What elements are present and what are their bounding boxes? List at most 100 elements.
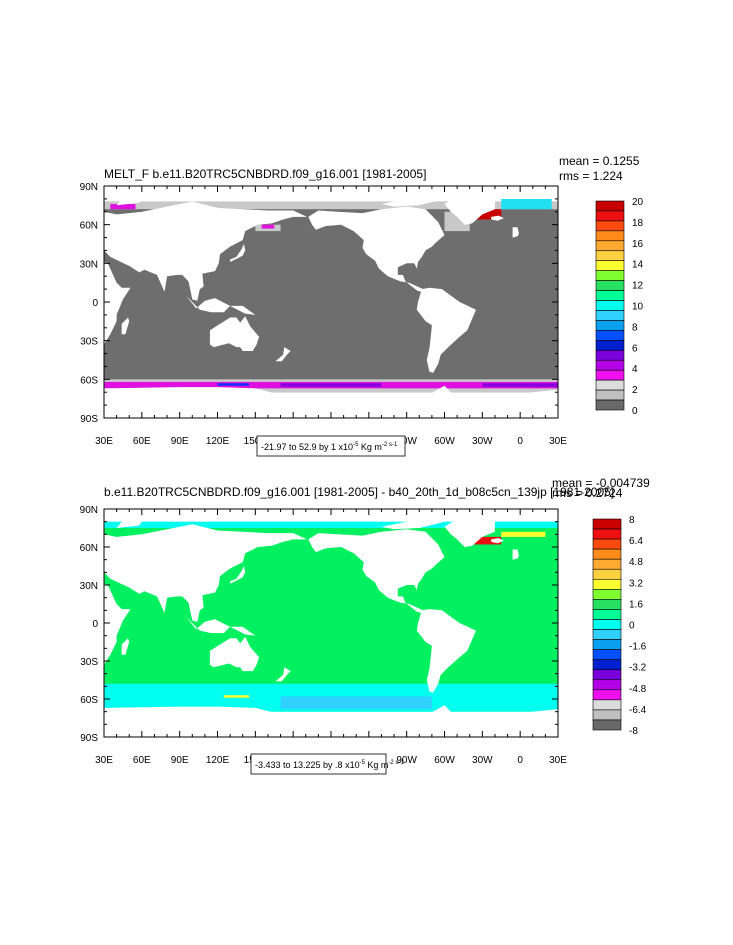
land-svalbard (116, 197, 142, 206)
colorbar-label: 4 (632, 364, 638, 375)
southern-positive (223, 695, 250, 698)
land-uk (512, 549, 519, 560)
colorbar-box (595, 349, 625, 361)
colorbar-box (592, 629, 622, 640)
x-tick-label: 90E (171, 436, 189, 447)
colorbar-box (595, 300, 625, 311)
colorbar-box (592, 538, 622, 550)
y-tick-label: 90S (80, 414, 98, 425)
colorbar-box (595, 379, 625, 391)
colorbar-label: 6.4 (629, 536, 643, 547)
x-tick-label: 0 (517, 436, 523, 447)
land-iceland (491, 538, 504, 544)
greenland-positive (469, 536, 502, 545)
colorbar-box (595, 260, 625, 271)
colorbar-box (592, 709, 622, 721)
land-australia (209, 636, 260, 672)
colorbar-box (592, 669, 622, 681)
contour-info-box (250, 753, 387, 775)
colorbar-box (592, 609, 622, 620)
land-antarctica (104, 705, 558, 737)
x-tick-label: 90E (171, 755, 189, 766)
colorbar-box (595, 280, 625, 291)
colorbar-box (595, 270, 625, 281)
colorbar-label: 12 (632, 281, 644, 292)
colorbar-label: -4.8 (629, 684, 647, 695)
land-iceland (491, 215, 504, 221)
colorbar-box (592, 719, 622, 731)
land-nz (275, 667, 291, 682)
colorbar-box (595, 200, 625, 212)
land-madagascar (121, 317, 130, 335)
colorbar-label: -1.6 (629, 642, 647, 653)
y-tick-label: 30N (80, 259, 98, 270)
y-tick-label: 0 (92, 619, 98, 630)
x-tick-label: 90W (396, 755, 417, 766)
x-tick-label: 60E (133, 755, 151, 766)
x-tick-label: 30W (472, 436, 493, 447)
colorbar-box (592, 548, 622, 560)
y-tick-label: 90S (80, 733, 98, 744)
stat-1: rms = 1.224 (559, 169, 623, 183)
arctic-ice (104, 201, 558, 210)
colorbar-box (592, 528, 622, 540)
land-australia (209, 316, 260, 351)
colorbar-label: 18 (632, 218, 644, 229)
colorbar-box (592, 599, 622, 610)
colorbar-box (595, 240, 625, 252)
panel-difference: 90N60N30N030S60S90S30E60E90E120E150E1801… (80, 476, 650, 775)
colorbar-box (592, 659, 622, 671)
colorbar-box (595, 389, 625, 401)
stat-0: mean = -0.004739 (552, 476, 650, 490)
land-northAm (308, 529, 445, 613)
colorbar-label: -6.4 (629, 705, 647, 716)
land-japan (230, 566, 246, 584)
y-tick-label: 60S (80, 695, 98, 706)
colorbar-box (595, 399, 625, 411)
colorbar-box (595, 220, 625, 232)
colorbar-box (595, 230, 625, 242)
y-tick-label: 0 (92, 298, 98, 309)
okhotsk-melt (261, 224, 275, 229)
melt-band-strong (280, 383, 382, 388)
y-tick-label: 60S (80, 375, 98, 386)
land-africa (104, 583, 131, 665)
barents-melt (110, 204, 136, 210)
land-nz (275, 347, 291, 362)
colorbar-label: 4.8 (629, 557, 643, 568)
map-area (104, 509, 558, 737)
colorbar-label: 14 (632, 260, 644, 271)
colorbar-box (595, 310, 625, 321)
colorbar-box (595, 320, 625, 331)
y-tick-label: 60N (80, 543, 98, 554)
x-tick-label: 30E (549, 436, 567, 447)
land-northAm (308, 206, 445, 292)
panel-melt-f: 90N 60N 30N 0 30S 60S 90S 30E 60E 90E 120E 150E 18 0 1… (80, 154, 644, 457)
y-tick-label: 90N (80, 182, 98, 193)
colorbar-label: 0 (632, 406, 638, 417)
colorbar-box (595, 330, 625, 341)
colorbar-box (595, 290, 625, 301)
land-svalbard (116, 520, 142, 528)
land-eurasia (104, 524, 307, 622)
x-tick-label: 30E (95, 436, 113, 447)
greenland-melt (467, 209, 502, 220)
colorbar-box (595, 359, 625, 371)
land-uk (512, 227, 519, 238)
x-tick-label: 90W (396, 436, 417, 447)
land-africa (104, 262, 131, 345)
colorbar-box (592, 679, 622, 691)
x-tick-label: 30E (549, 755, 567, 766)
colorbar-label: 8 (629, 515, 635, 526)
colorbar-box (592, 649, 622, 660)
colorbar-box (595, 369, 625, 381)
colorbar-label: 16 (632, 239, 644, 250)
colorbar-label: 3.2 (629, 578, 643, 589)
y-tick-label: 30N (80, 581, 98, 592)
melt-band-peak (217, 383, 250, 386)
x-tick-label: 30W (472, 755, 493, 766)
colorbar-box (592, 518, 622, 530)
land-eurasia (104, 201, 307, 301)
x-tick-label: 60W (434, 755, 455, 766)
